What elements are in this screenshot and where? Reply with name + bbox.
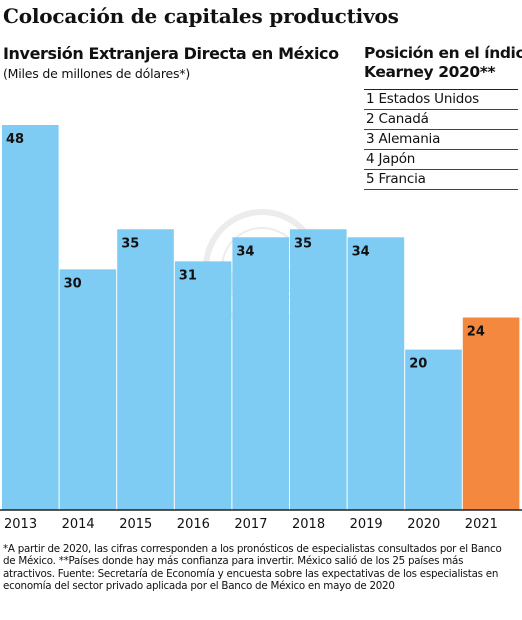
ranking-title-line2: Kearney 2020** [364,63,496,81]
bar-chart: 48 30 35 31 34 35 34 20 24 2013 2014 2015 2016 2017 2… [0,125,522,532]
data-label-2015: 35 [121,236,139,251]
ranking-title-line1: Posición en el índice [364,44,522,62]
bar-2019 [347,237,405,510]
data-label-2020: 20 [409,357,427,372]
ranking-item: 1 Estados Unidos [364,90,518,110]
bar-2017 [232,237,289,510]
bar-2015 [117,229,174,511]
ranking-item: 3 Alemania [364,130,518,150]
x-tick-2019: 2019 [350,517,383,532]
ranking-item: 4 Japón [364,150,518,170]
data-label-2016: 31 [179,268,197,283]
ranking-item: 2 Canadá [364,110,518,130]
bar-2016 [174,261,232,510]
x-tick-2020: 2020 [407,517,440,532]
ranking-list: 1 Estados Unidos 2 Canadá 3 Alemania 4 J… [364,89,518,190]
data-label-2014: 30 [64,276,82,291]
data-label-2021: 24 [467,325,485,340]
x-tick-2021: 2021 [465,517,498,532]
bar-2013 [2,125,59,510]
data-label-2013: 48 [6,132,24,147]
x-tick-2015: 2015 [119,517,152,532]
bar-2014 [59,269,117,510]
chart-subtitle: (Miles de millones de dólares*) [3,66,191,81]
ranking-title: Posición en el índice Kearney 2020** [364,44,522,82]
x-tick-2013: 2013 [4,517,37,532]
main-title: Colocación de capitales productivos [3,4,399,28]
x-tick-2017: 2017 [234,517,267,532]
bar-2020 [405,349,462,510]
x-tick-2018: 2018 [292,517,325,532]
chart-title: Inversión Extranjera Directa en México [3,44,339,63]
data-label-2019: 34 [352,244,370,259]
ranking-item: 5 Francia [364,170,518,190]
x-tick-2016: 2016 [177,517,210,532]
data-label-2017: 34 [236,244,254,259]
bar-2021 [462,317,520,510]
x-tick-2014: 2014 [62,517,95,532]
bar-2018 [290,229,347,511]
footnote: *A partir de 2020, las cifras correspond… [3,543,502,592]
data-label-2018: 35 [294,236,312,251]
